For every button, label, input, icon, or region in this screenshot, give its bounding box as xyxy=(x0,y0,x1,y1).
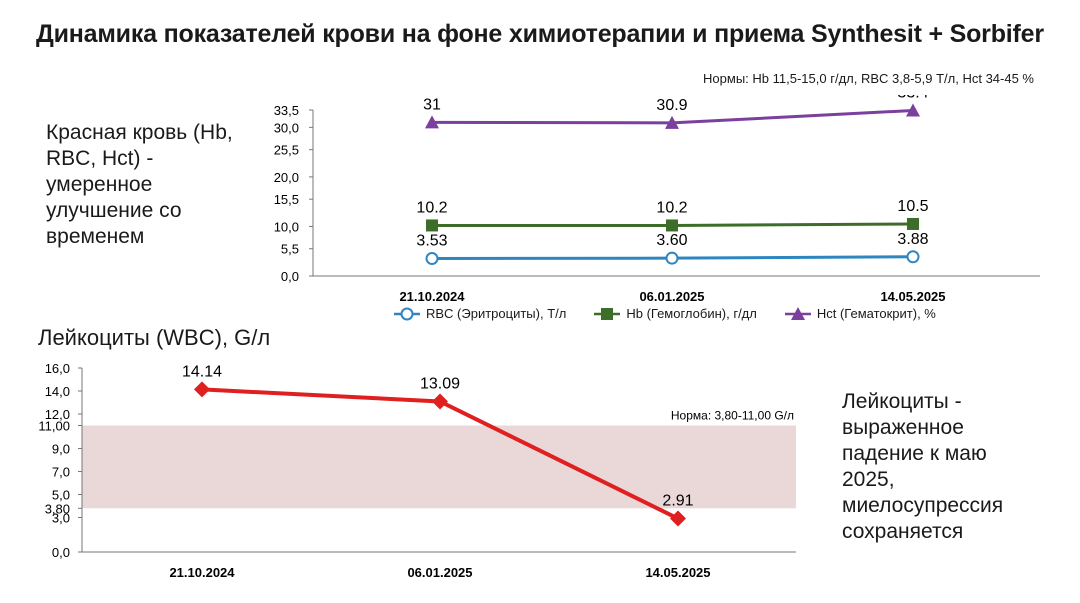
y-tick-label: 5,5 xyxy=(281,242,299,257)
legend-swatch xyxy=(784,306,811,320)
y-tick-label: 10,0 xyxy=(274,219,299,234)
x-tick-label: 06.01.2025 xyxy=(407,565,472,580)
wbc-data-point xyxy=(432,393,448,410)
page-title: Динамика показателей крови на фоне химио… xyxy=(36,20,1044,48)
data-point xyxy=(425,252,439,266)
x-tick-label: 06.01.2025 xyxy=(639,289,704,304)
legend-marker xyxy=(601,307,614,320)
norm-band-label: Норма: 3,80-11,00 G/л xyxy=(671,409,794,423)
legend-label: RBC (Эритроциты), Т/л xyxy=(426,306,567,321)
data-label: 3.88 xyxy=(897,231,928,248)
y-tick-label: 25,5 xyxy=(274,143,299,158)
data-point xyxy=(666,219,678,232)
y-tick-label: 15,5 xyxy=(274,192,299,207)
norm-band xyxy=(82,425,796,509)
legend-swatch xyxy=(594,307,621,320)
wbc-data-point xyxy=(670,510,686,527)
data-point xyxy=(907,217,919,230)
norms-note: Нормы: Hb 11,5-15,0 г/дл, RBC 3,8-5,9 Т/… xyxy=(703,71,1034,86)
data-label: 3.53 xyxy=(416,233,447,250)
data-point xyxy=(906,250,920,264)
legend-label: Hb (Гемоглобин), г/дл xyxy=(626,306,757,321)
data-label: 10.5 xyxy=(897,198,928,215)
data-point xyxy=(425,115,439,129)
wbc-data-label: 13.09 xyxy=(420,375,460,392)
y-tick-label: 11,00 xyxy=(38,419,70,434)
y-tick-label: 33,5 xyxy=(274,103,299,118)
red-blood-commentary: Красная кровь (Hb, RBC, Hct) - умеренное… xyxy=(46,121,233,248)
y-tick-label: 20,0 xyxy=(274,170,299,185)
wbc-commentary: Лейкоциты - выраженное падение к маю 202… xyxy=(842,390,1004,543)
data-label: 3.60 xyxy=(656,232,687,249)
y-tick-label: 0,0 xyxy=(52,545,70,560)
wbc-chart: Норма: 3,80-11,00 G/л 0,0 3,03,805,0 7,0 9,0… xyxy=(38,361,796,580)
legend-item: Hb (Гемоглобин), г/дл xyxy=(594,306,757,321)
data-label: 10.2 xyxy=(656,199,687,216)
y-tick-label: 3,0 xyxy=(52,511,70,526)
data-label: 30.9 xyxy=(656,97,687,114)
wbc-data-label: 14.14 xyxy=(182,363,222,380)
y-tick-label: 7,0 xyxy=(52,465,70,480)
y-tick-label: 9,0 xyxy=(52,442,70,457)
x-tick-label: 14.05.2025 xyxy=(880,289,945,304)
legend-item: Hct (Гематокрит), % xyxy=(784,306,936,321)
data-point xyxy=(665,115,679,129)
x-tick-label: 21.10.2024 xyxy=(399,289,465,304)
red-blood-chart: 0,0 5,5 10,0 15,5 20,0 25,5 30,0 33,5 21.10.2024… xyxy=(274,95,1040,304)
y-tick-label: 12,0 xyxy=(45,407,70,422)
wbc-chart-title: Лейкоциты (WBC), G/л xyxy=(38,325,271,350)
data-point xyxy=(426,219,438,232)
data-point xyxy=(665,251,679,265)
x-tick-label: 14.05.2025 xyxy=(645,565,710,580)
data-point xyxy=(906,103,920,117)
legend-swatch xyxy=(394,307,420,320)
red-blood-legend: RBC (Эритроциты), Т/л Hb (Гемоглобин), г/… xyxy=(394,306,936,321)
x-tick-label: 21.10.2024 xyxy=(169,565,235,580)
data-label: 31 xyxy=(423,96,441,113)
data-label: 33.4 xyxy=(897,95,928,101)
wbc-data-label: 2.91 xyxy=(662,493,693,510)
y-tick-label: 3,80 xyxy=(45,501,70,516)
wbc-data-point xyxy=(194,381,210,398)
y-tick-label: 16,0 xyxy=(45,361,70,376)
y-tick-label: 30,0 xyxy=(274,120,299,135)
y-tick-label: 14,0 xyxy=(45,384,70,399)
y-tick-label: 5,0 xyxy=(52,488,70,503)
legend-label: Hct (Гематокрит), % xyxy=(816,306,936,321)
legend-marker xyxy=(400,307,414,320)
legend-marker xyxy=(790,306,805,320)
y-tick-label: 0,0 xyxy=(281,269,299,284)
legend-item: RBC (Эритроциты), Т/л xyxy=(394,306,566,321)
data-label: 10.2 xyxy=(416,199,447,216)
